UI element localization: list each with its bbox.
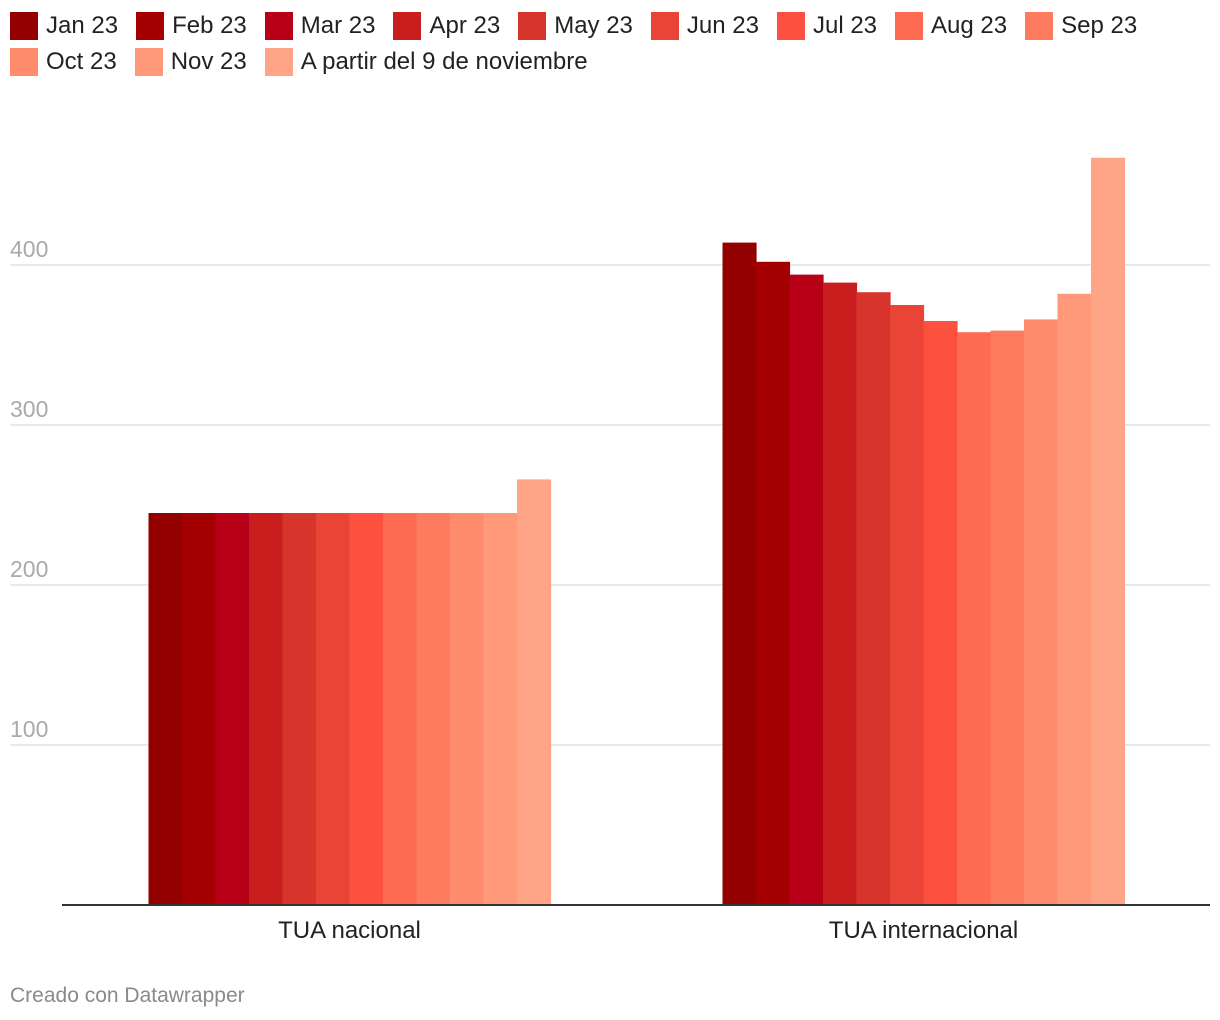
bar [1057,293,1092,905]
legend-item: Nov 23 [134,48,247,76]
legend-item: May 23 [518,12,633,40]
legend-swatch [264,48,293,76]
legend-swatch [518,12,547,40]
legend-label: Jul 23 [812,12,878,39]
bar [1024,319,1059,905]
legend-swatch [264,12,293,40]
bar-chart: 100 200 300 400 TUA nacional TUA internaciona… [10,157,1210,944]
legend-label: A partir del 9 de noviembre [300,48,588,75]
legend-label: Jan 23 [46,12,119,39]
bar [789,274,824,906]
bar [856,292,891,905]
bar [182,513,217,905]
legend-row: Jan 23 Feb 23 Mar 23 Apr 23 May 23 Jun 23 Jul … [10,8,1210,44]
bar [282,513,317,905]
bar [383,513,418,905]
bar [349,513,384,905]
legend-item: Aug 23 [895,12,1007,40]
legend-label: Feb 23 [172,12,247,39]
footer-credit: Creado con Datawrapper [10,984,245,1007]
bar [483,513,518,905]
legend-item: Sep 23 [1025,12,1137,40]
legend-swatch [393,12,422,40]
bar [416,513,451,905]
legend-item: Apr 23 [393,12,500,40]
legend-label: Sep 23 [1061,12,1138,39]
bar [1091,157,1126,906]
legend-label: May 23 [554,12,633,39]
legend-label: Mar 23 [300,12,376,39]
bar [957,332,992,905]
legend-item: Mar 23 [264,12,376,40]
x-category-label: TUA nacional [278,917,421,944]
bar [990,330,1025,906]
legend-swatch [650,12,679,40]
legend-swatch [1025,12,1054,40]
legend-swatch [136,12,165,40]
legend-swatch [10,48,38,76]
y-tick-label: 300 [10,396,48,422]
legend-item: Oct 23 [10,48,117,76]
bar [148,513,183,905]
legend-label: Jun 23 [686,12,759,39]
legend-swatch [10,12,38,40]
legend-item: Jun 23 [650,12,759,40]
legend-label: Apr 23 [429,12,501,39]
legend-label: Nov 23 [170,48,247,75]
bar [316,513,351,905]
bar [215,513,250,905]
bar [722,242,757,906]
y-tick-label: 200 [10,556,48,582]
legend-label: Oct 23 [46,48,117,75]
y-tick-label: 400 [10,236,48,262]
bar [923,321,958,905]
bar [756,261,791,905]
chart-legend: Jan 23 Feb 23 Mar 23 Apr 23 May 23 Jun 23 Jul … [10,8,1210,80]
legend-swatch [776,12,805,40]
bar [890,305,925,905]
legend-row: Oct 23 Nov 23 A partir del 9 de noviembre [10,44,1210,80]
y-tick-label: 100 [10,716,48,742]
bar [517,479,552,905]
legend-label: Aug 23 [931,12,1008,39]
x-category-label: TUA internacional [829,917,1018,944]
bar [249,513,284,905]
legend-item: Jan 23 [10,12,118,40]
legend-item: Feb 23 [136,12,247,40]
legend-item: Jul 23 [776,12,878,40]
legend-swatch [134,48,163,76]
bar [823,282,858,906]
legend-swatch [895,12,924,40]
legend-item: A partir del 9 de noviembre [264,48,588,76]
bar [450,513,485,905]
